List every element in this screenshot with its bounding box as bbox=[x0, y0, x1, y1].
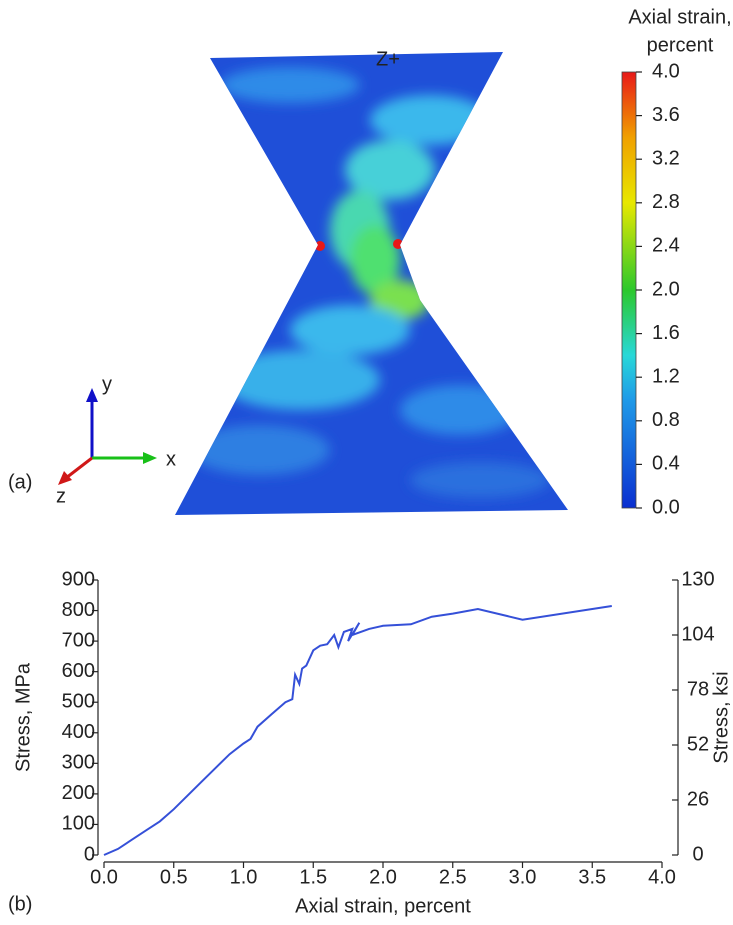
colorbar bbox=[621, 71, 637, 509]
y-tick-label: 300 bbox=[62, 752, 95, 774]
colorbar-tick-label: 0.0 bbox=[652, 496, 680, 518]
y2-tick-label: 78 bbox=[687, 678, 709, 700]
x-tick-label: 1.0 bbox=[230, 866, 258, 888]
x-tick-label: 3.5 bbox=[578, 866, 606, 888]
x-tick-label: 2.0 bbox=[369, 866, 397, 888]
colorbar-title: Axial strain, bbox=[628, 6, 731, 28]
y-tick-label: 700 bbox=[62, 629, 95, 651]
line-series bbox=[103, 605, 612, 856]
y2-tick-label: 52 bbox=[687, 733, 709, 755]
panel-label: (a) bbox=[8, 471, 32, 493]
panel-label: (b) bbox=[8, 893, 32, 915]
view-label: Z+ bbox=[376, 48, 400, 70]
y2-tick-label: 0 bbox=[692, 843, 703, 865]
colorbar-tick-label: 2.0 bbox=[652, 278, 680, 300]
colorbar-tick-label: 3.2 bbox=[652, 147, 680, 169]
axis-triad bbox=[58, 388, 157, 485]
axis-label-z: z bbox=[56, 485, 66, 507]
colorbar-tick-label: 3.6 bbox=[652, 104, 680, 126]
y-tick-label: 900 bbox=[62, 568, 95, 590]
colorbar-tick-label: 1.2 bbox=[652, 365, 680, 387]
y-tick-label: 400 bbox=[62, 721, 95, 743]
colorbar-tick-label: 2.4 bbox=[652, 235, 680, 257]
y-tick-label: 600 bbox=[62, 660, 95, 682]
y2-tick-label: 26 bbox=[687, 788, 709, 810]
colorbar-tick-label: 1.6 bbox=[652, 322, 680, 344]
x-tick-label: 1.5 bbox=[299, 866, 327, 888]
y-tick-label: 200 bbox=[62, 782, 95, 804]
x-tick-label: 3.0 bbox=[509, 866, 537, 888]
y-axis-label: Stress, MPa bbox=[12, 662, 34, 772]
y-tick-label: 500 bbox=[62, 691, 95, 713]
x-tick-label: 0.5 bbox=[160, 866, 188, 888]
colorbar-title: percent bbox=[647, 34, 714, 56]
x-tick-label: 0.0 bbox=[90, 866, 118, 888]
colorbar-tick-label: 4.0 bbox=[652, 60, 680, 82]
axis-label-y: y bbox=[102, 373, 112, 395]
y-tick-label: 800 bbox=[62, 599, 95, 621]
x-axis-label: Axial strain, percent bbox=[295, 895, 471, 917]
colorbar-tick-label: 0.8 bbox=[652, 409, 680, 431]
colorbar-tick-label: 0.4 bbox=[652, 453, 680, 475]
axis-label-x: x bbox=[166, 448, 176, 470]
strain-map bbox=[175, 52, 568, 515]
x-tick-label: 4.0 bbox=[648, 866, 676, 888]
y-tick-label: 0 bbox=[84, 843, 95, 865]
colorbar-tick-label: 2.8 bbox=[652, 191, 680, 213]
x-tick-label: 2.5 bbox=[439, 866, 467, 888]
y2-tick-label: 130 bbox=[681, 568, 714, 590]
y-tick-label: 100 bbox=[62, 813, 95, 835]
y2-axis-label: Stress, ksi bbox=[710, 671, 732, 763]
y2-tick-label: 104 bbox=[681, 623, 714, 645]
